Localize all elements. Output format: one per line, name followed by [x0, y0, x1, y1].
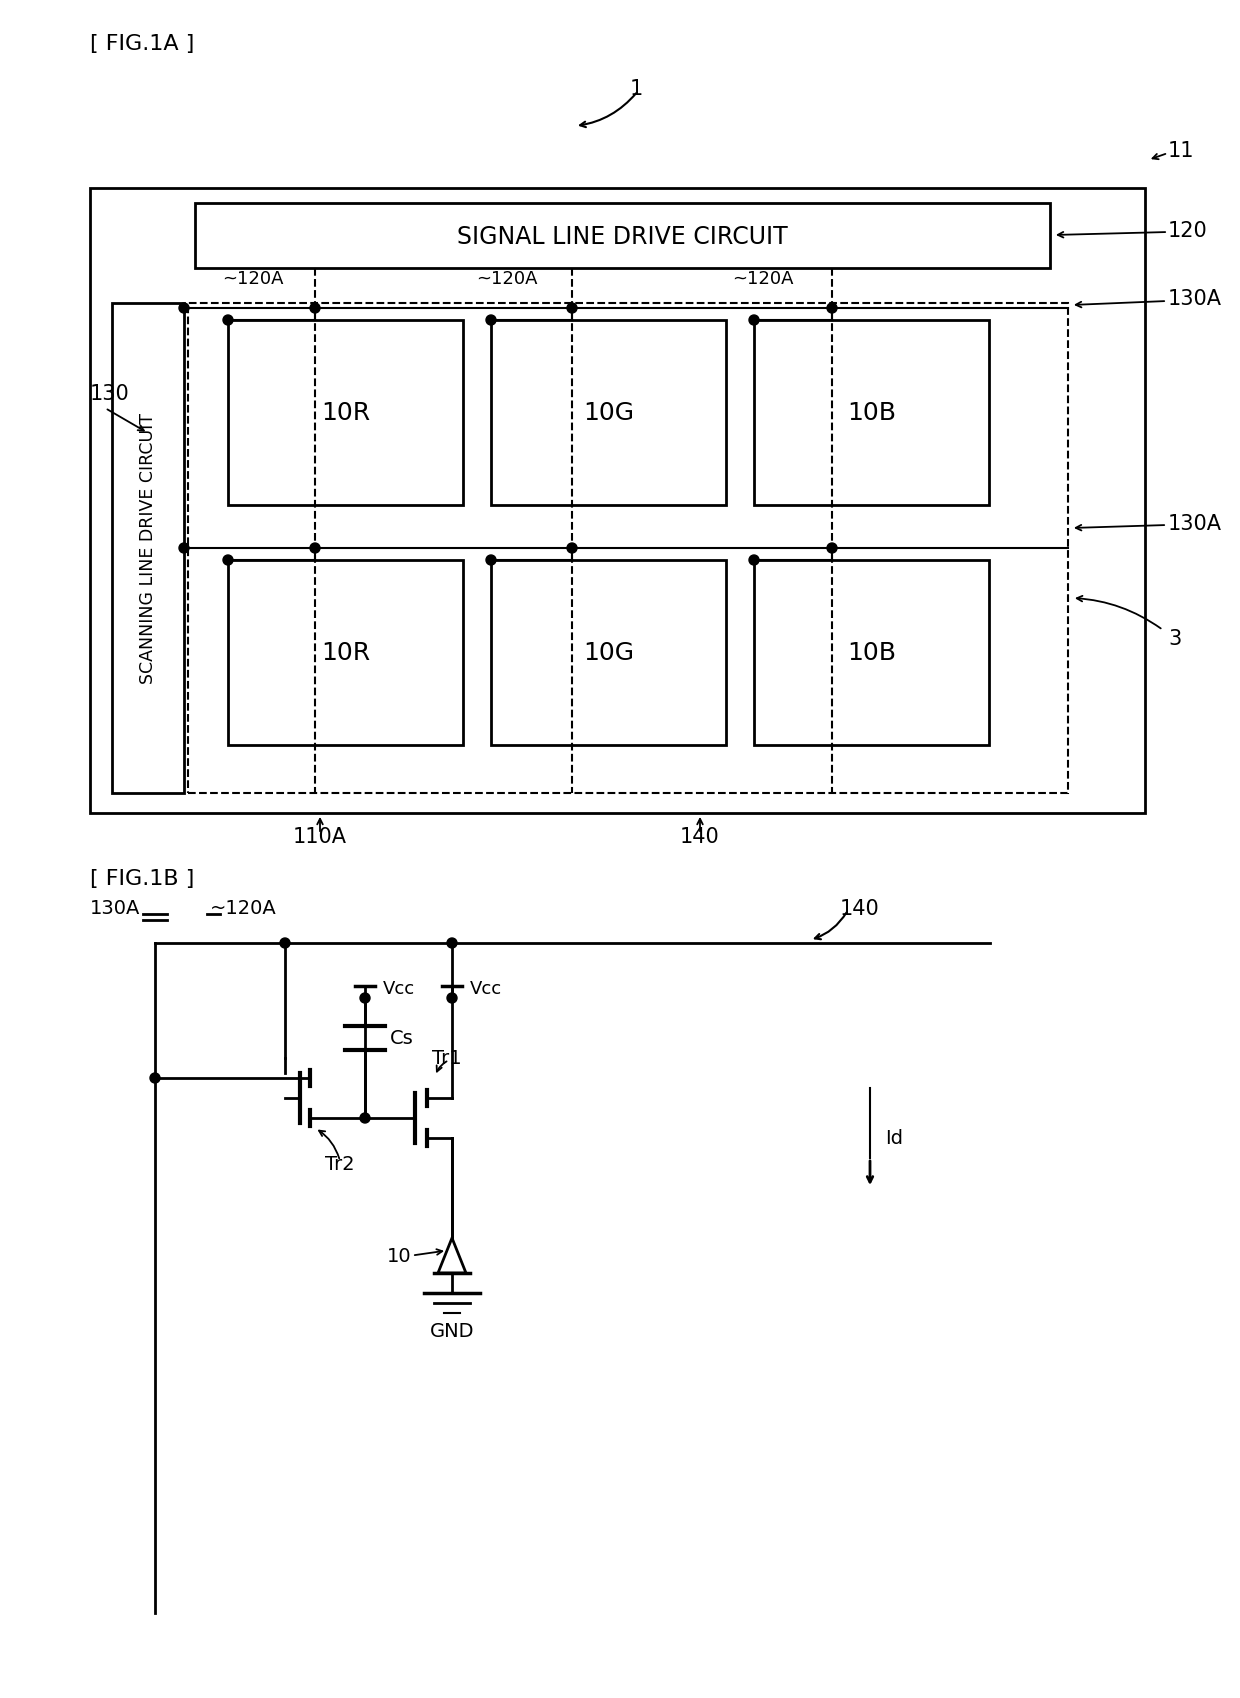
- Text: ~120A: ~120A: [732, 270, 794, 289]
- Text: [ FIG.1B ]: [ FIG.1B ]: [91, 868, 195, 888]
- Text: 130A: 130A: [91, 898, 140, 919]
- Text: Tr2: Tr2: [325, 1155, 355, 1173]
- Circle shape: [827, 304, 837, 314]
- Text: Tr1: Tr1: [432, 1049, 461, 1068]
- Text: SCANNING LINE DRIVE CIRCUIT: SCANNING LINE DRIVE CIRCUIT: [139, 413, 157, 684]
- Bar: [228, 321, 463, 506]
- Text: Cs: Cs: [391, 1029, 414, 1048]
- Text: 10B: 10B: [847, 401, 897, 424]
- Circle shape: [310, 543, 320, 554]
- Bar: [754, 321, 990, 506]
- Bar: [91, 188, 1145, 813]
- Circle shape: [150, 1073, 160, 1083]
- Bar: [188, 304, 1068, 793]
- Bar: [112, 304, 184, 793]
- Bar: [754, 560, 990, 745]
- Circle shape: [749, 316, 759, 326]
- Text: Id: Id: [885, 1129, 903, 1148]
- Circle shape: [223, 555, 233, 565]
- Text: 10: 10: [387, 1246, 412, 1265]
- Text: 1: 1: [630, 78, 644, 98]
- Circle shape: [486, 316, 496, 326]
- Text: 10G: 10G: [583, 401, 634, 424]
- Circle shape: [567, 304, 577, 314]
- Text: [ FIG.1A ]: [ FIG.1A ]: [91, 34, 195, 54]
- Circle shape: [310, 304, 320, 314]
- Text: 3: 3: [1168, 628, 1182, 649]
- Text: 130A: 130A: [1168, 514, 1221, 533]
- Circle shape: [360, 993, 370, 1004]
- Bar: [491, 560, 725, 745]
- Circle shape: [360, 1114, 370, 1124]
- Text: SIGNAL LINE DRIVE CIRCUIT: SIGNAL LINE DRIVE CIRCUIT: [458, 224, 787, 248]
- Circle shape: [446, 939, 458, 949]
- Text: ~120A: ~120A: [476, 270, 537, 289]
- Circle shape: [179, 543, 188, 554]
- Text: Vcc: Vcc: [470, 980, 502, 997]
- Circle shape: [223, 316, 233, 326]
- Circle shape: [827, 543, 837, 554]
- Text: 10R: 10R: [321, 401, 370, 424]
- Text: 140: 140: [839, 898, 879, 919]
- Bar: [195, 204, 1050, 268]
- Text: 130A: 130A: [1168, 289, 1221, 309]
- Text: ~120A: ~120A: [222, 270, 284, 289]
- Bar: [491, 321, 725, 506]
- Text: 120: 120: [1168, 221, 1208, 241]
- Circle shape: [446, 993, 458, 1004]
- Text: Vcc: Vcc: [383, 980, 415, 997]
- Text: 140: 140: [680, 827, 720, 847]
- Circle shape: [486, 555, 496, 565]
- Circle shape: [280, 939, 290, 949]
- Text: ~120A: ~120A: [210, 898, 277, 919]
- Text: 10B: 10B: [847, 642, 897, 666]
- Text: 10R: 10R: [321, 642, 370, 666]
- Text: 11: 11: [1168, 141, 1194, 161]
- Circle shape: [179, 304, 188, 314]
- Circle shape: [749, 555, 759, 565]
- Bar: [228, 560, 463, 745]
- Text: 130: 130: [91, 384, 130, 404]
- Circle shape: [567, 543, 577, 554]
- Text: 110A: 110A: [293, 827, 347, 847]
- Text: GND: GND: [430, 1321, 474, 1341]
- Text: 10G: 10G: [583, 642, 634, 666]
